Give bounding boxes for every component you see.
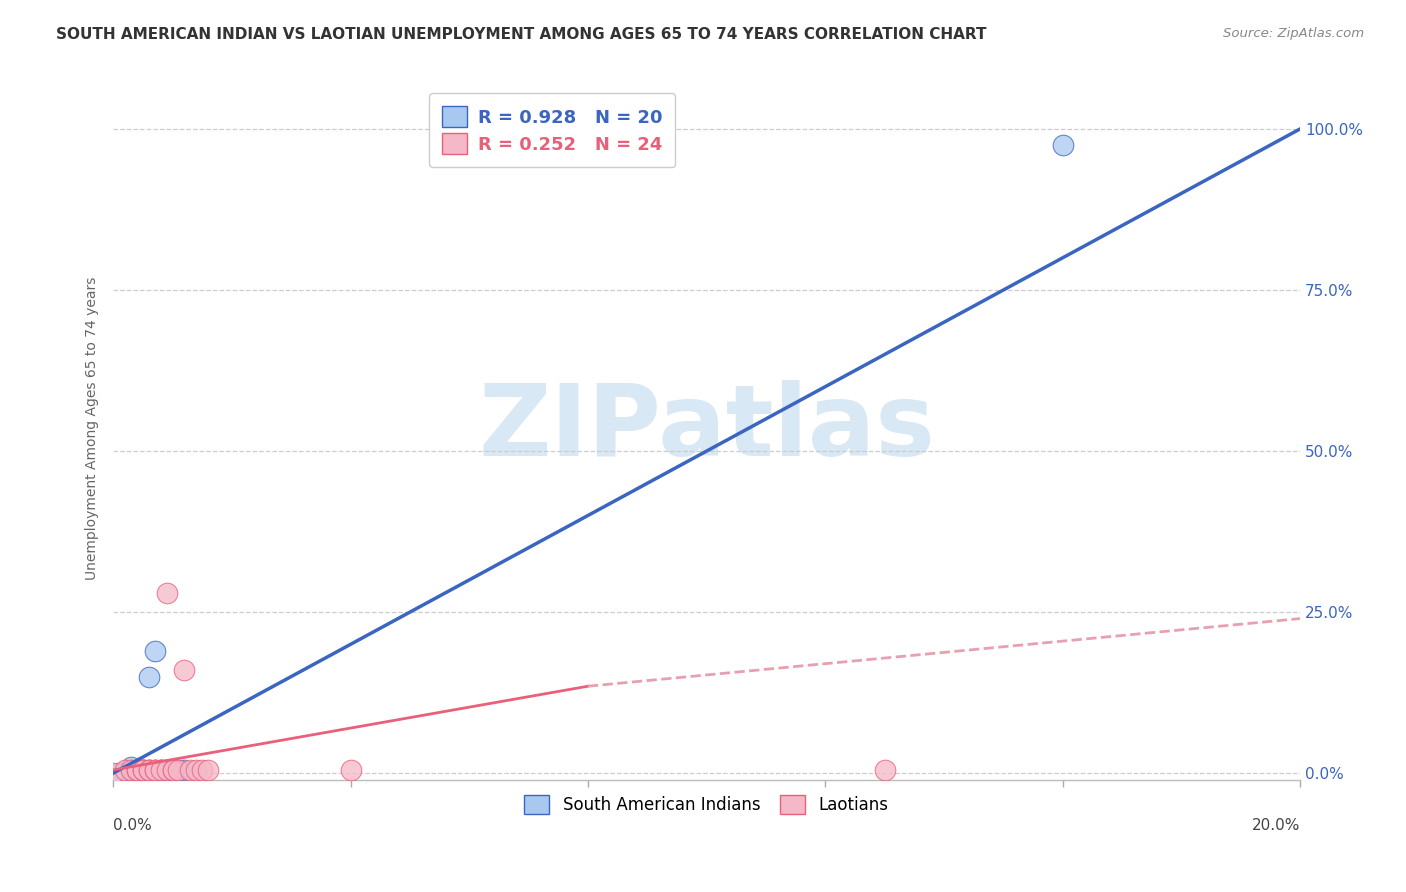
Legend: South American Indians, Laotians: South American Indians, Laotians — [517, 788, 896, 821]
Point — [173, 763, 195, 777]
Point — [155, 763, 177, 777]
Point — [162, 763, 184, 777]
Point — [138, 763, 160, 777]
Point — [120, 763, 142, 777]
Point — [167, 763, 190, 777]
Point — [132, 763, 155, 777]
Point — [155, 763, 177, 777]
Point — [132, 763, 155, 777]
Point — [149, 763, 172, 777]
Point — [125, 763, 148, 777]
Text: ZIPatlas: ZIPatlas — [478, 380, 935, 477]
Point — [162, 763, 184, 777]
Text: SOUTH AMERICAN INDIAN VS LAOTIAN UNEMPLOYMENT AMONG AGES 65 TO 74 YEARS CORRELAT: SOUTH AMERICAN INDIAN VS LAOTIAN UNEMPLO… — [56, 27, 987, 42]
Point — [191, 763, 214, 777]
Point — [173, 663, 195, 677]
Point — [120, 763, 142, 777]
Text: 0.0%: 0.0% — [114, 818, 152, 833]
Point — [149, 763, 172, 777]
Point — [149, 763, 172, 777]
Y-axis label: Unemployment Among Ages 65 to 74 years: Unemployment Among Ages 65 to 74 years — [86, 277, 100, 580]
Text: Source: ZipAtlas.com: Source: ZipAtlas.com — [1223, 27, 1364, 40]
Point — [132, 763, 155, 777]
Point — [143, 763, 166, 777]
Point — [125, 763, 148, 777]
Point — [114, 763, 136, 777]
Point — [103, 766, 125, 780]
Point — [179, 763, 201, 777]
Point — [162, 763, 184, 777]
Point — [167, 763, 190, 777]
Point — [108, 766, 131, 780]
Point — [125, 763, 148, 777]
Point — [138, 669, 160, 683]
Text: 20.0%: 20.0% — [1251, 818, 1301, 833]
Point — [125, 763, 148, 777]
Point — [162, 763, 184, 777]
Point — [186, 763, 208, 777]
Point — [143, 644, 166, 658]
Point — [1052, 138, 1074, 153]
Point — [143, 763, 166, 777]
Point — [138, 763, 160, 777]
Point — [155, 586, 177, 600]
Point — [339, 763, 361, 777]
Point — [197, 763, 219, 777]
Point — [132, 763, 155, 777]
Point — [873, 763, 896, 777]
Point — [120, 760, 142, 774]
Point — [138, 763, 160, 777]
Point — [143, 763, 166, 777]
Point — [155, 763, 177, 777]
